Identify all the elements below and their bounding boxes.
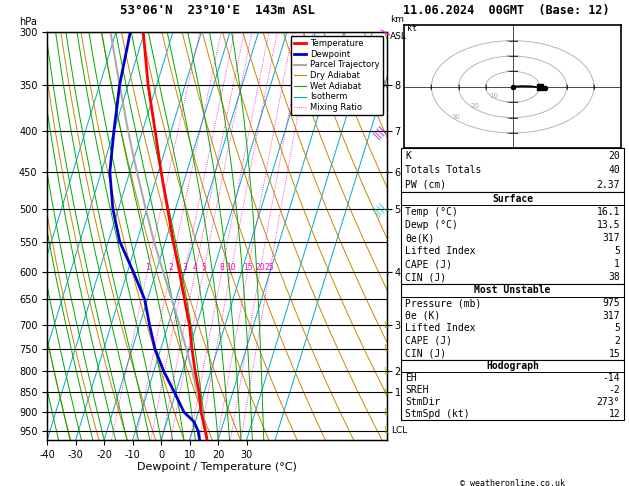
Text: 1: 1 — [145, 262, 150, 272]
Text: 4: 4 — [192, 262, 198, 272]
Text: 10: 10 — [226, 262, 236, 272]
Text: 15: 15 — [608, 348, 620, 359]
Text: PW (cm): PW (cm) — [405, 180, 446, 190]
Text: © weatheronline.co.uk: © weatheronline.co.uk — [460, 479, 565, 486]
Text: Hodograph: Hodograph — [486, 361, 539, 371]
Text: Most Unstable: Most Unstable — [474, 285, 551, 295]
Text: L: L — [383, 388, 388, 397]
Text: LCL: LCL — [391, 426, 407, 435]
Text: L: L — [383, 345, 388, 353]
Text: CIN (J): CIN (J) — [405, 348, 446, 359]
Text: L: L — [383, 426, 388, 435]
Text: 2: 2 — [615, 336, 620, 346]
Text: Surface: Surface — [492, 193, 533, 204]
Text: K: K — [405, 151, 411, 161]
Text: Dewp (°C): Dewp (°C) — [405, 220, 458, 230]
X-axis label: Dewpoint / Temperature (°C): Dewpoint / Temperature (°C) — [137, 462, 297, 472]
Text: L: L — [383, 367, 388, 376]
Text: ||||: |||| — [371, 123, 387, 139]
Text: 25: 25 — [265, 262, 274, 272]
Text: 12: 12 — [608, 409, 620, 419]
Text: 30: 30 — [452, 114, 460, 120]
Text: 20: 20 — [255, 262, 265, 272]
Text: 273°: 273° — [597, 397, 620, 407]
Text: Lifted Index: Lifted Index — [405, 323, 476, 333]
Text: 16.1: 16.1 — [597, 207, 620, 217]
Text: 975: 975 — [603, 298, 620, 308]
Text: -2: -2 — [608, 385, 620, 395]
Text: 2: 2 — [168, 262, 173, 272]
Text: L: L — [383, 408, 388, 417]
Text: 40: 40 — [608, 165, 620, 175]
Text: 38: 38 — [608, 273, 620, 282]
Text: 10: 10 — [489, 93, 498, 99]
Text: -14: -14 — [603, 373, 620, 383]
Text: 5: 5 — [615, 246, 620, 256]
Text: Temp (°C): Temp (°C) — [405, 207, 458, 217]
Text: Lifted Index: Lifted Index — [405, 246, 476, 256]
Text: 5: 5 — [201, 262, 206, 272]
Text: hPa: hPa — [19, 17, 36, 27]
Text: 20: 20 — [608, 151, 620, 161]
Text: Totals Totals: Totals Totals — [405, 165, 481, 175]
Text: 317: 317 — [603, 311, 620, 321]
Text: SREH: SREH — [405, 385, 428, 395]
Text: EH: EH — [405, 373, 417, 383]
Text: km: km — [390, 15, 404, 24]
Text: θe (K): θe (K) — [405, 311, 440, 321]
Text: ||||: |||| — [371, 200, 387, 217]
Legend: Temperature, Dewpoint, Parcel Trajectory, Dry Adiabat, Wet Adiabat, Isotherm, Mi: Temperature, Dewpoint, Parcel Trajectory… — [291, 36, 382, 115]
Text: ASL: ASL — [390, 32, 407, 41]
Text: 13.5: 13.5 — [597, 220, 620, 230]
Text: 1: 1 — [615, 260, 620, 269]
Text: 11.06.2024  00GMT  (Base: 12): 11.06.2024 00GMT (Base: 12) — [403, 4, 610, 17]
Text: 53°06'N  23°10'E  143m ASL: 53°06'N 23°10'E 143m ASL — [120, 4, 314, 17]
Text: StmDir: StmDir — [405, 397, 440, 407]
Text: StmSpd (kt): StmSpd (kt) — [405, 409, 470, 419]
Text: Pressure (mb): Pressure (mb) — [405, 298, 481, 308]
Text: kt: kt — [407, 24, 417, 34]
Text: 5: 5 — [615, 323, 620, 333]
Text: CIN (J): CIN (J) — [405, 273, 446, 282]
Text: θe(K): θe(K) — [405, 233, 435, 243]
Text: 20: 20 — [470, 104, 479, 109]
Y-axis label: Mixing Ratio (g/kg): Mixing Ratio (g/kg) — [403, 193, 412, 278]
Text: 15: 15 — [243, 262, 252, 272]
Text: 8: 8 — [220, 262, 224, 272]
Text: 317: 317 — [603, 233, 620, 243]
Text: \: \ — [379, 25, 392, 38]
Text: 2.37: 2.37 — [597, 180, 620, 190]
Text: CAPE (J): CAPE (J) — [405, 336, 452, 346]
Text: CAPE (J): CAPE (J) — [405, 260, 452, 269]
Text: 3: 3 — [182, 262, 187, 272]
Text: L: L — [383, 321, 388, 330]
